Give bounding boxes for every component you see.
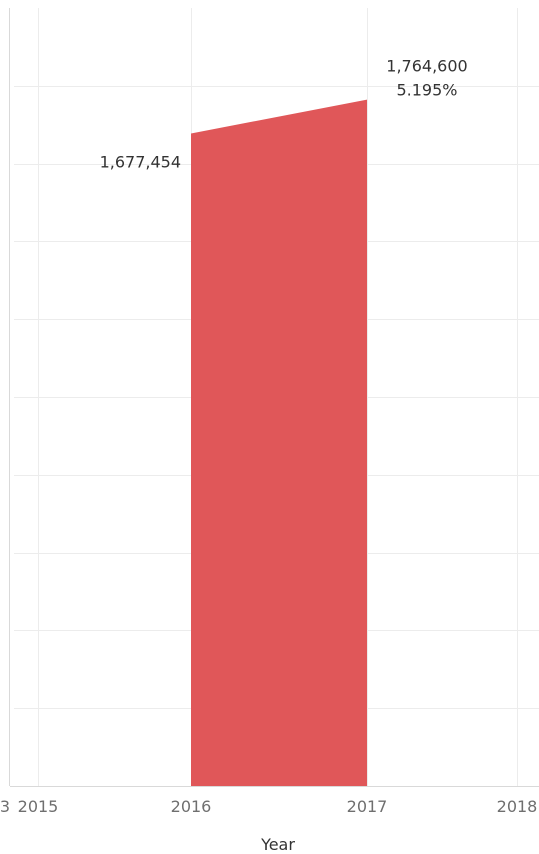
percent-change-label: 5.195%	[396, 81, 457, 100]
area-layer	[191, 99, 367, 786]
data-label-2017: 1,764,600	[386, 57, 467, 76]
data-label-2016: 1,677,454	[100, 152, 181, 171]
x-tick-label-partial: 3	[0, 797, 10, 816]
area-series[interactable]	[191, 99, 367, 786]
x-tick-label-2016: 2016	[171, 797, 212, 816]
x-tick-label-2015: 2015	[18, 797, 59, 816]
x-tick-label-2018: 2018	[497, 797, 538, 816]
x-axis-title: Year	[260, 835, 295, 854]
x-tick-label-2017: 2017	[347, 797, 388, 816]
x-axis: 3 2015 2016 2017 2018	[0, 797, 537, 816]
data-labels: 1,677,454 1,764,600 5.195%	[100, 57, 468, 172]
